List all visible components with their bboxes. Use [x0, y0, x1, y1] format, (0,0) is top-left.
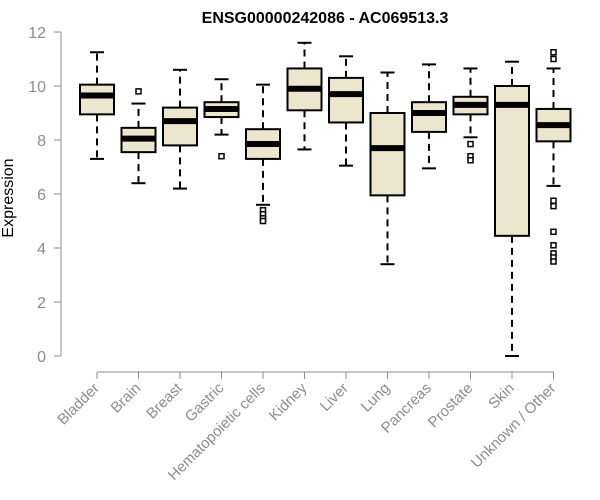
box-iqr [162, 106, 198, 147]
outlier-point [550, 228, 557, 236]
box-breast [162, 68, 198, 190]
y-tick-label: 6 [37, 187, 46, 204]
box-skin [494, 60, 530, 357]
box-kidney [286, 41, 323, 151]
y-axis-label: Expression [0, 158, 17, 237]
y-tick-label: 8 [37, 133, 46, 150]
box-unknown-other [535, 49, 572, 265]
box-iqr [411, 101, 447, 133]
box-iqr [494, 85, 530, 237]
outlier-point [550, 197, 557, 204]
x-tick-label: Lung [358, 380, 394, 416]
y-tick-label: 0 [37, 349, 46, 366]
outlier-point [259, 217, 267, 225]
boxes-group [79, 41, 572, 357]
outlier-point [550, 49, 557, 56]
box-iqr [79, 83, 115, 116]
y-tick-label: 10 [28, 79, 46, 96]
x-tick-label: Bladder [54, 380, 103, 429]
outlier-point [135, 88, 142, 95]
outlier-point [467, 140, 474, 148]
x-tick-label: Liver [317, 380, 352, 415]
x-tick-label: Prostate [425, 380, 477, 432]
x-tick-label: Skin [485, 380, 518, 413]
box-liver [328, 55, 364, 167]
outlier-point [218, 152, 225, 160]
y-axis: 0 2 4 6 8 10 12 [28, 25, 62, 366]
box-pancreas [411, 63, 447, 170]
y-tick-label: 12 [28, 25, 46, 42]
x-tick-label: Breast [143, 379, 186, 422]
outlier-point [550, 55, 557, 63]
box-iqr [328, 76, 364, 124]
outlier-point [467, 157, 474, 164]
box-lung [369, 71, 406, 266]
outlier-point [550, 242, 557, 249]
box-gastric [203, 78, 240, 160]
box-bladder [79, 51, 115, 160]
box-hematopoietic-cells [245, 83, 281, 225]
chart-title: ENSG00000242086 - AC069513.3 [202, 10, 449, 27]
outlier-point [550, 258, 557, 265]
outlier-point [550, 202, 557, 210]
box-iqr [369, 112, 406, 197]
y-tick-label: 2 [37, 295, 46, 312]
box-prostate [452, 67, 489, 164]
x-tick-label: Brain [108, 380, 145, 417]
y-tick-label: 4 [37, 241, 46, 258]
box-brain [120, 88, 157, 185]
x-tick-label: Kidney [266, 379, 311, 424]
